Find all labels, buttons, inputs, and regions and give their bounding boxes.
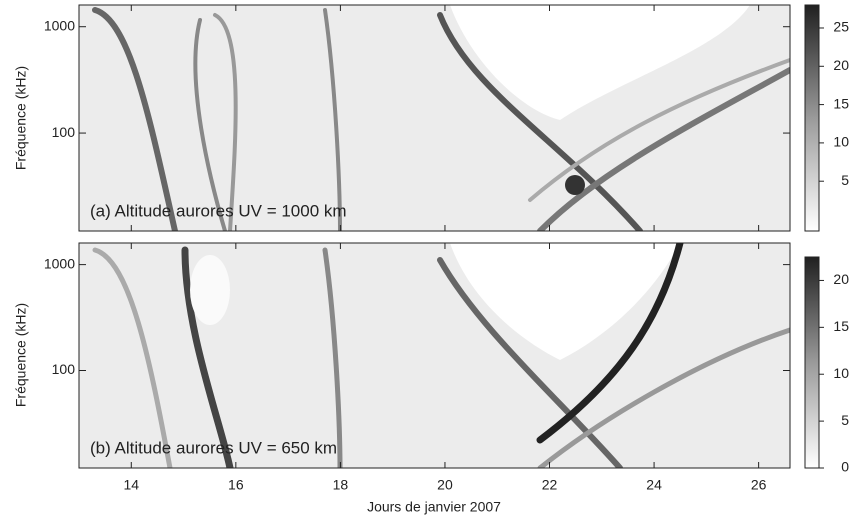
colorbar-tick-label: 0: [841, 459, 849, 475]
panel-annotation: (b) Altitude aurores UV = 650 km: [90, 438, 337, 457]
colorbar: [804, 256, 820, 469]
x-tick-label: 26: [751, 477, 767, 493]
colorbar-tick-label: 20: [833, 271, 849, 287]
x-tick-label: 18: [333, 477, 349, 493]
x-axis-label: Jours de janvier 2007: [367, 499, 501, 515]
plot-frame: [78, 4, 791, 232]
spectrogram: [79, 5, 790, 231]
colorbar-tick-label: 15: [833, 318, 849, 334]
y-tick-label: 100: [52, 124, 76, 140]
y-axis-label: Fréquence (kHz): [13, 303, 29, 407]
y-tick-label: 1000: [44, 255, 75, 271]
y-tick-label: 100: [52, 361, 76, 377]
colorbar-tick-label: 10: [833, 365, 849, 381]
plot-frame: [78, 242, 791, 469]
x-tick-label: 16: [228, 477, 244, 493]
panel-annotation: (a) Altitude aurores UV = 1000 km: [90, 201, 347, 220]
colorbar-tick-label: 5: [841, 412, 849, 428]
colorbar-tick-label: 5: [841, 172, 849, 188]
colorbar-tick-label: 15: [833, 95, 849, 111]
colorbar-tick-label: 20: [833, 57, 849, 73]
y-axis-label: Fréquence (kHz): [13, 66, 29, 170]
x-tick-label: 24: [646, 477, 662, 493]
x-tick-label: 22: [542, 477, 558, 493]
colorbar-tick-label: 25: [833, 19, 849, 35]
x-tick-label: 20: [437, 477, 453, 493]
colorbar: [804, 4, 820, 232]
x-tick-label: 14: [123, 477, 139, 493]
y-tick-label: 1000: [44, 17, 75, 33]
spectrogram: [79, 243, 790, 468]
colorbar-tick-label: 10: [833, 134, 849, 150]
